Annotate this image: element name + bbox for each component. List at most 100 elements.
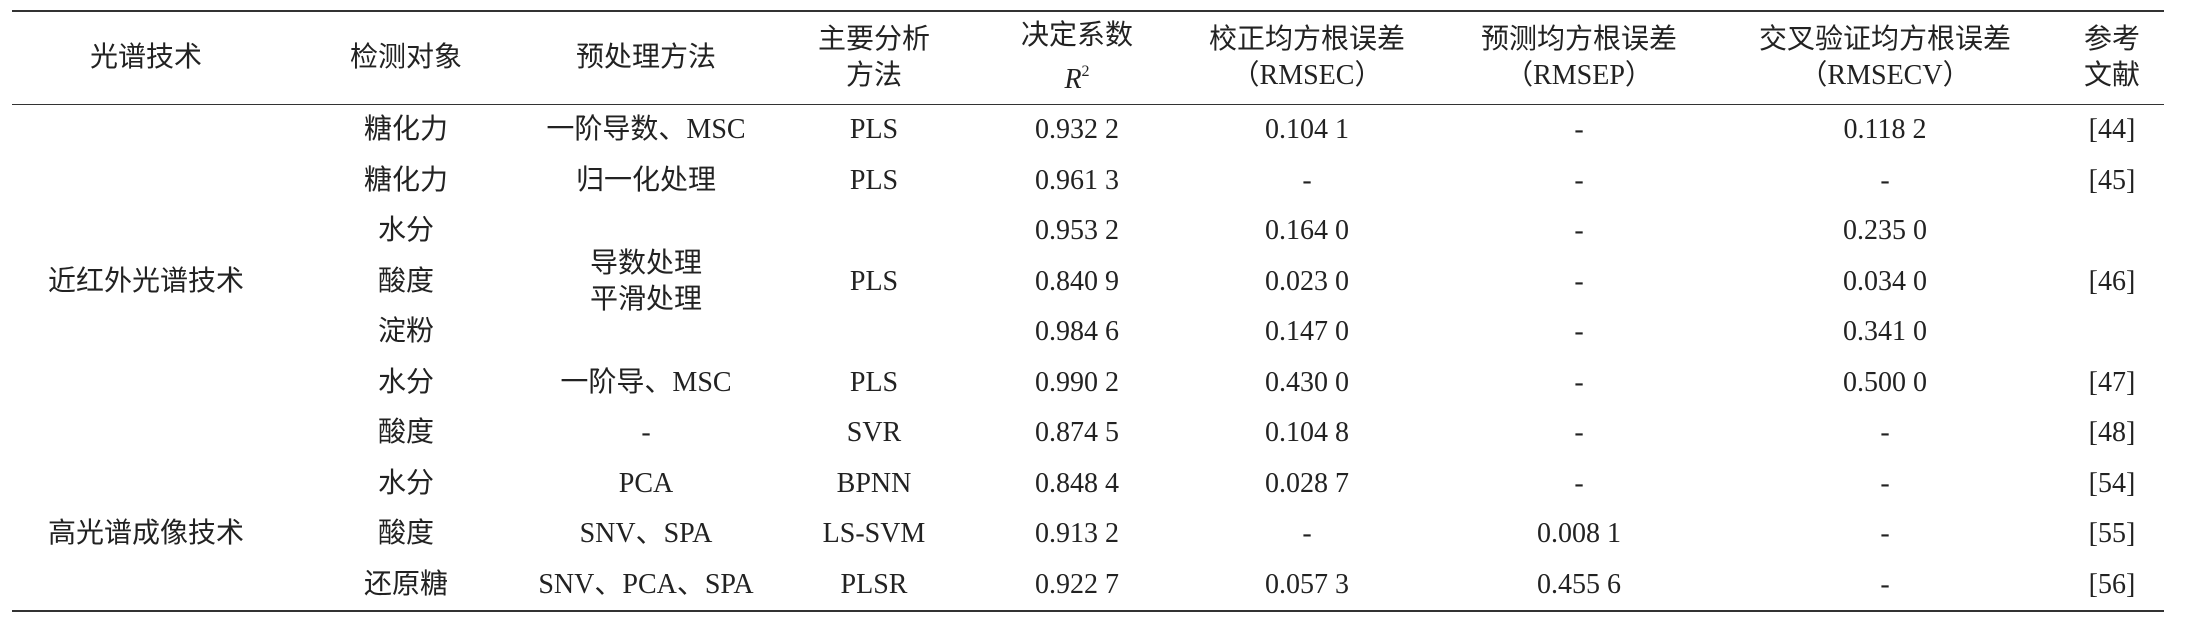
header-line: 交叉验证均方根误差 [1758,24,2011,55]
header-line: （RMSECV） [1799,60,1971,91]
cell: PLS [849,114,899,146]
cell: - [1880,467,1890,499]
cell: 水分 [377,366,434,398]
cell: PLS [849,164,899,196]
cell: - [1574,114,1584,146]
cell: LS-SVM [822,518,926,550]
table-row: 淀粉 0.984 6 0.147 0 - 0.341 0 [12,307,2164,358]
table-body: 近红外光谱技术 糖化力 一阶导数、MSC PLS 0.932 2 0.104 1 - 0.11… [12,105,2164,612]
cell: 0.913 2 [1035,518,1119,550]
cell: SNV、SPA [579,518,713,550]
cell: [47] [2088,366,2136,398]
header-line: 校正均方根误差 [1208,24,1405,55]
cell: - [641,417,651,449]
cell: [46] [2088,265,2136,297]
cell: 0.057 3 [1166,559,1448,612]
cell: - [1574,467,1584,499]
cell: SNV、PCA、SPA [532,559,760,612]
cell: 一阶导、MSC [560,366,732,398]
cell: [44] [2088,114,2136,146]
cell: - [1880,518,1890,550]
header-line: 方法 [845,60,902,91]
cell: 0.023 0 [1265,265,1349,297]
cell: - [1574,316,1584,348]
cell: 0.430 0 [1265,366,1349,398]
cell: 0.118 2 [1843,114,1927,146]
cell: 0.874 5 [1035,417,1119,449]
cell: - [1710,559,2060,612]
cell: 0.455 6 [1448,559,1710,612]
cell: - [1880,417,1890,449]
cell: 0.840 9 [1035,265,1119,297]
technique-cell: 高光谱成像技术 [12,458,280,612]
cell: BPNN [836,467,912,499]
cell: 归一化处理 [575,164,716,196]
cell: [54] [2088,467,2136,499]
cell: - [1574,417,1584,449]
cell: 糖化力 [363,164,448,196]
cell: 0.953 2 [1035,215,1119,247]
cell: [45] [2088,164,2136,196]
header-line: 主要分析 [817,24,930,55]
cell: 0.848 4 [1035,467,1119,499]
table-row: 酸度 SNV、SPA LS-SVM 0.913 2 - 0.008 1 - [55] [12,509,2164,560]
cell: 0.104 1 [1265,114,1349,146]
header-cell: 检测对象 [280,10,532,105]
cell: 0.984 6 [1035,316,1119,348]
header-cell: 光谱技术 [12,10,280,105]
cell: 还原糖 [280,559,532,612]
cell: 水分 [377,215,434,247]
header-line: （RMSEP） [1505,60,1653,91]
cell: [56] [2060,559,2164,612]
header-row: 光谱技术 检测对象 预处理方法 主要分析 方法 决定系数 R2 校正均方根误差 （RM… [12,10,2164,105]
table-row: 近红外光谱技术 糖化力 一阶导数、MSC PLS 0.932 2 0.104 1 - 0.11… [12,105,2164,297]
header-cell: 预处理方法 [532,10,760,105]
header-line: 参考 [2083,24,2140,55]
cell: 酸度 [377,417,434,449]
table-row: 水分 导数处理 平滑处理 PLS 0.953 2 0.164 0 - 0.235 0 [46] [12,206,2164,315]
symbol: R [1064,64,1082,95]
cell: - [1302,164,1312,196]
cell: 0.932 2 [1035,114,1119,146]
cell: - [1880,164,1890,196]
cell: 0.164 0 [1265,215,1349,247]
cell: PLSR [760,559,988,612]
cell: [55] [2088,518,2136,550]
header-line: 决定系数 [1020,20,1133,51]
cell: 0.034 0 [1843,265,1927,297]
cell: 0.961 3 [1035,164,1119,196]
cell: 水分 [377,467,434,499]
header-line: 文献 [2083,60,2140,91]
header-cell: 参考 文献 [2060,10,2164,105]
cell: 0.235 0 [1843,215,1927,247]
cell: PLS [849,265,899,297]
cell: PLS [849,366,899,398]
data-table: 光谱技术 检测对象 预处理方法 主要分析 方法 决定系数 R2 校正均方根误差 （RM… [12,10,2164,612]
cell: SVR [846,417,902,449]
header-cell: 决定系数 R2 [988,10,1166,105]
header-cell: 校正均方根误差 （RMSEC） [1166,10,1448,105]
cell-line: 导数处理 [589,247,702,279]
header-line: R2 [989,54,1165,98]
cell: 0.104 8 [1265,417,1349,449]
header-cell: 主要分析 方法 [760,10,988,105]
cell: 酸度 [377,518,434,550]
cell: - [1574,366,1584,398]
cell: 0.147 0 [1265,316,1349,348]
cell: 酸度 [377,265,434,297]
cell: PCA [618,467,674,499]
cell: 0.922 7 [988,559,1166,612]
table-row: 酸度 - SVR 0.874 5 0.104 8 - - [48] [12,408,2164,459]
header-cell: 交叉验证均方根误差 （RMSECV） [1710,10,2060,105]
cell: 0.028 7 [1265,467,1349,499]
cell: 淀粉 [377,316,434,348]
cell: 0.500 0 [1843,366,1927,398]
table-row: 水分 一阶导、MSC PLS 0.990 2 0.430 0 - 0.500 0 [47] [12,358,2164,409]
table-row: 酸度 0.840 9 0.023 0 - 0.034 0 [12,257,2164,308]
cell: 0.341 0 [1843,316,1927,348]
cell: - [1574,164,1584,196]
cell: - [1574,265,1584,297]
header-line: 预测均方根误差 [1480,24,1677,55]
header-cell: 预测均方根误差 （RMSEP） [1448,10,1710,105]
